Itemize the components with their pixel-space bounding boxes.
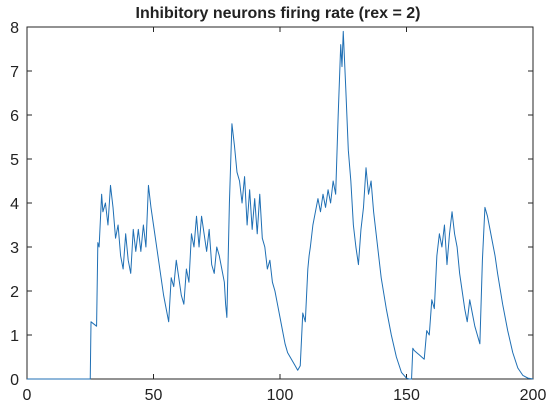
y-axis: 0 1 2 3 4 5 6 7 8 [10,20,533,389]
series-group [27,30,534,380]
x-tick-label: 150 [393,387,420,404]
y-tick-label: 5 [10,152,19,169]
x-tick-label: 0 [23,387,32,404]
x-axis: 0 50 100 150 200 [23,27,547,404]
x-tick-label: 200 [520,387,547,404]
y-tick-label: 4 [10,196,19,213]
y-tick-label: 2 [10,284,19,301]
x-tick-label: 100 [267,387,294,404]
plot-frame [26,26,534,380]
series-line-0 [27,30,534,380]
y-tick-label: 6 [10,108,19,125]
chart-title: Inhibitory neurons firing rate (rex = 2) [136,5,421,22]
y-tick-label: 1 [10,328,19,345]
y-tick-label: 7 [10,64,19,81]
y-tick-label: 3 [10,240,19,257]
plot-box [26,26,534,380]
y-tick-label: 8 [10,20,19,37]
x-tick-label: 50 [145,387,163,404]
y-tick-label: 0 [10,372,19,389]
